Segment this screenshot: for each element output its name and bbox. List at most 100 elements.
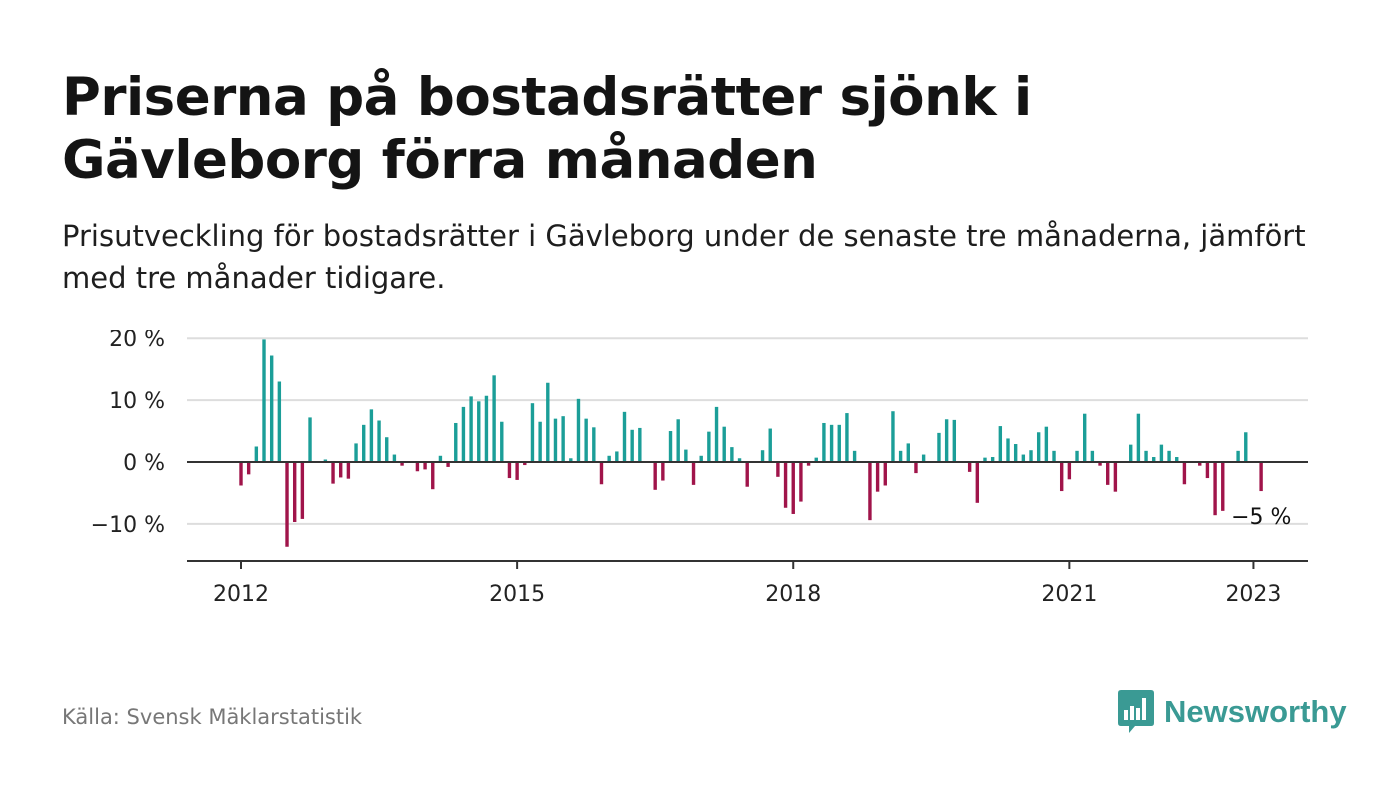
bar <box>576 398 581 462</box>
bar <box>1059 461 1064 492</box>
bar <box>530 403 535 462</box>
bar <box>737 458 742 462</box>
bar <box>339 461 343 478</box>
bar <box>898 450 903 462</box>
bar <box>967 461 972 472</box>
bar <box>469 396 473 462</box>
bar <box>822 422 826 462</box>
bar <box>569 458 573 462</box>
bar <box>308 417 312 462</box>
bar <box>783 461 788 508</box>
bar <box>1198 461 1202 466</box>
source-note: Källa: Svensk Mäklarstatistik <box>62 705 363 729</box>
bar <box>492 375 496 462</box>
bar <box>1159 444 1164 462</box>
bar <box>707 431 711 462</box>
latest-value-label: −5 % <box>1231 505 1291 530</box>
bar <box>477 401 481 462</box>
bar <box>638 427 642 462</box>
bar <box>806 461 811 466</box>
bar <box>952 419 957 462</box>
bar <box>768 428 772 462</box>
bar <box>937 432 941 462</box>
bar <box>1213 461 1217 516</box>
bar <box>392 454 397 462</box>
x-tick-label: 2012 <box>213 582 269 607</box>
bar <box>676 419 680 462</box>
bar <box>661 461 665 481</box>
bar <box>1182 461 1187 485</box>
bar <box>1036 432 1041 462</box>
bar <box>254 446 259 462</box>
bar <box>246 461 251 475</box>
bar <box>1052 450 1056 462</box>
bar <box>1136 413 1141 462</box>
y-tick-label: −10 % <box>91 513 165 538</box>
bar <box>277 381 282 462</box>
bar <box>599 461 604 485</box>
bar <box>1083 413 1087 462</box>
bar <box>323 459 328 462</box>
bar <box>500 421 504 462</box>
x-tick-label: 2018 <box>765 582 821 607</box>
bar <box>730 447 734 462</box>
bar <box>523 461 527 466</box>
bar <box>438 455 443 462</box>
bar <box>354 443 358 462</box>
bar <box>1106 461 1110 485</box>
newsworthy-logo-icon <box>1118 690 1154 733</box>
bar <box>331 461 335 484</box>
bar <box>944 419 949 462</box>
bar <box>515 461 519 480</box>
bar <box>561 416 565 462</box>
bar <box>362 424 366 462</box>
bar-chart: 20 % 10 % 0 % −10 % 2012 2015 2018 2021 2023 −5 % <box>91 330 1308 607</box>
brand-logo: Newsworthy <box>1118 690 1347 734</box>
bar <box>998 426 1003 462</box>
bar <box>300 461 305 519</box>
bar <box>630 429 634 462</box>
bar <box>1167 450 1171 462</box>
bar <box>400 461 404 466</box>
bar <box>845 413 849 462</box>
bar <box>1259 461 1263 492</box>
bar <box>592 427 596 462</box>
bar <box>1098 461 1102 466</box>
bar <box>799 461 803 502</box>
bar <box>891 411 895 462</box>
bar <box>684 449 688 462</box>
bar <box>668 431 673 462</box>
bar <box>239 461 243 486</box>
bar <box>1067 461 1072 480</box>
bar <box>921 454 926 462</box>
bar <box>699 455 703 462</box>
bar <box>1205 461 1210 479</box>
bar <box>852 450 857 462</box>
bar <box>546 382 550 462</box>
bar <box>415 461 420 472</box>
bar <box>1029 450 1033 462</box>
bar <box>607 455 611 462</box>
bar <box>868 461 872 521</box>
bar <box>369 409 374 462</box>
y-tick-label: 10 % <box>109 389 165 414</box>
bar <box>1075 450 1079 462</box>
bar <box>1113 461 1118 492</box>
bar <box>1006 438 1010 462</box>
x-tick-label: 2015 <box>489 582 545 607</box>
bar <box>553 418 558 462</box>
bar <box>1013 444 1018 462</box>
bar <box>975 461 980 503</box>
bar <box>346 461 351 479</box>
bar <box>446 461 450 467</box>
bar <box>507 461 512 479</box>
bar <box>1221 461 1225 511</box>
bar <box>883 461 887 486</box>
bar <box>776 461 780 477</box>
bar <box>385 437 389 462</box>
bar <box>653 461 657 490</box>
bar <box>691 461 696 485</box>
bar <box>829 424 834 462</box>
bar <box>837 424 841 462</box>
bar <box>983 457 987 462</box>
